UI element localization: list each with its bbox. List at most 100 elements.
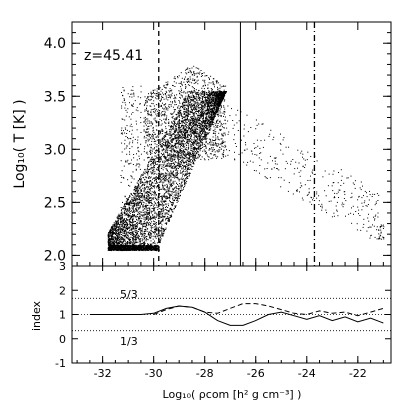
scatter-point <box>135 237 137 239</box>
scatter-point <box>190 100 192 102</box>
scatter-point <box>208 117 210 118</box>
scatter-point <box>141 185 143 187</box>
scatter-point <box>120 228 122 230</box>
scatter-point <box>146 225 148 226</box>
scatter-point <box>154 233 156 235</box>
scatter-point <box>146 195 148 197</box>
scatter-point <box>160 209 162 211</box>
scatter-point <box>177 199 178 201</box>
scatter-point <box>172 126 174 128</box>
scatter-point <box>123 230 125 232</box>
scatter-point <box>187 168 189 169</box>
scatter-point <box>177 152 179 154</box>
scatter-point <box>128 227 130 229</box>
scatter-point <box>154 242 156 244</box>
scatter-point <box>122 232 124 234</box>
scatter-point <box>119 241 121 243</box>
scatter-point <box>170 191 172 193</box>
scatter-point <box>136 206 138 208</box>
scatter-point <box>190 112 192 114</box>
scatter-point <box>165 179 167 181</box>
scatter-point <box>150 171 152 173</box>
scatter-point <box>169 131 170 133</box>
scatter-point <box>190 163 192 165</box>
scatter-point <box>158 234 159 236</box>
scatter-point <box>121 208 123 210</box>
scatter-point <box>143 223 145 225</box>
scatter-point <box>221 95 223 97</box>
scatter-point <box>133 242 135 244</box>
scatter-point <box>129 227 130 229</box>
scatter-point <box>147 164 148 166</box>
scatter-point <box>132 211 134 213</box>
scatter-point <box>171 145 173 147</box>
scatter-point <box>150 194 152 196</box>
scatter-point <box>193 156 195 158</box>
scatter-point <box>219 98 221 100</box>
scatter-point <box>114 229 116 231</box>
scatter-point <box>164 172 166 174</box>
scatter-point <box>151 160 152 162</box>
scatter-point <box>131 222 133 223</box>
scatter-point <box>207 96 209 98</box>
scatter-point <box>169 175 171 177</box>
scatter-point <box>151 187 153 189</box>
scatter-point <box>207 123 209 125</box>
scatter-point <box>161 232 163 234</box>
scatter-point <box>135 225 137 226</box>
scatter-point <box>172 165 174 167</box>
scatter-point <box>172 133 174 135</box>
scatter-point <box>198 96 200 98</box>
scatter-point <box>210 102 211 104</box>
scatter-point <box>166 130 168 132</box>
scatter-point <box>181 179 183 181</box>
scatter-point <box>184 104 186 106</box>
scatter-point <box>132 199 134 201</box>
scatter-point <box>160 144 162 145</box>
scatter-point <box>207 102 209 104</box>
scatter-point <box>201 116 202 118</box>
scatter-point <box>141 193 143 195</box>
scatter-point <box>210 113 212 115</box>
scatter-point <box>139 211 141 213</box>
scatter-point <box>127 215 129 216</box>
scatter-point <box>203 137 205 139</box>
scatter-point <box>153 220 154 222</box>
scatter-point <box>125 228 127 230</box>
scatter-point <box>137 237 139 239</box>
scatter-point <box>216 94 218 96</box>
scatter-point <box>211 119 213 121</box>
scatter-point <box>177 163 179 165</box>
scatter-point <box>132 239 134 241</box>
scatter-point <box>156 182 158 184</box>
scatter-point <box>178 115 180 117</box>
scatter-point <box>188 167 190 169</box>
scatter-point <box>149 184 151 186</box>
scatter-point <box>185 97 187 99</box>
scatter-point <box>179 112 181 114</box>
scatter-point <box>168 178 170 179</box>
scatter-point <box>180 129 182 131</box>
scatter-point <box>163 195 165 197</box>
scatter-point <box>128 240 130 242</box>
scatter-point <box>192 154 194 156</box>
scatter-point <box>187 129 189 131</box>
scatter-point <box>144 236 145 238</box>
scatter-point <box>196 153 198 155</box>
scatter-point <box>165 168 167 170</box>
scatter-point <box>169 181 171 183</box>
scatter-point <box>169 163 171 165</box>
scatter-point <box>184 155 186 157</box>
scatter-point <box>146 235 148 237</box>
scatter-point <box>145 223 147 225</box>
scatter-point <box>139 222 141 223</box>
scatter-point <box>141 214 143 216</box>
scatter-point <box>155 223 157 225</box>
scatter-point <box>162 213 164 215</box>
scatter-point <box>167 218 169 220</box>
scatter-point <box>166 165 168 167</box>
scatter-point <box>121 221 123 223</box>
scatter-point <box>168 191 170 193</box>
scatter-point <box>177 128 179 130</box>
scatter-point <box>158 182 160 183</box>
